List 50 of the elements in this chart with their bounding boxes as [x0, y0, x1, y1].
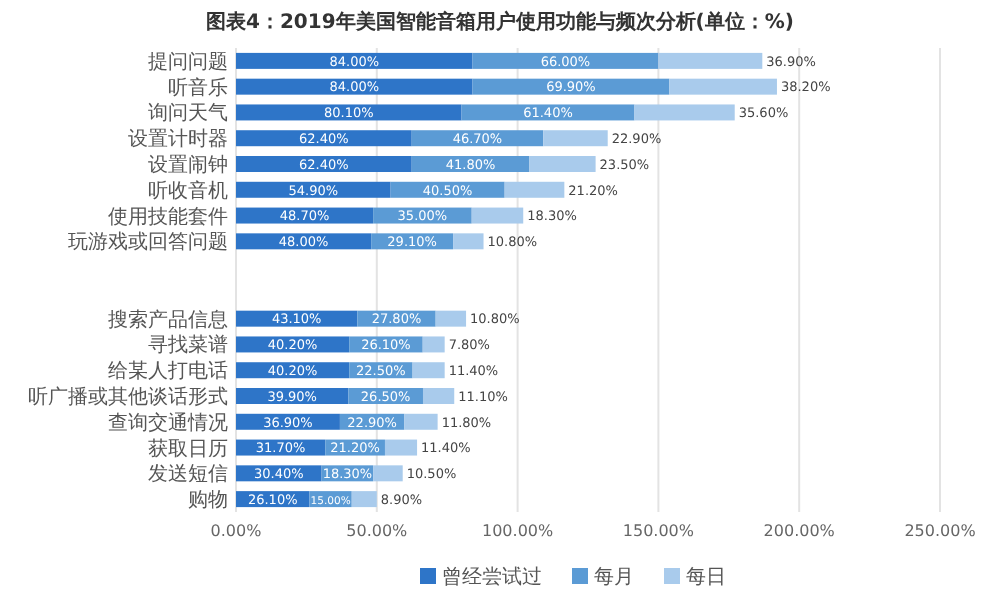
legend-label: 每月: [594, 565, 634, 589]
legend-label: 每日: [686, 565, 726, 589]
y-tick-label: 使用技能套件: [108, 204, 228, 229]
bar: [529, 156, 596, 172]
bar: [373, 465, 403, 482]
bar: [453, 233, 484, 250]
y-tick-label: 提问问题: [148, 49, 228, 74]
y-tick-label: 搜索产品信息: [108, 307, 228, 332]
y-tick-label: 获取日历: [148, 436, 228, 461]
legend-label: 曾经尝试过: [442, 565, 542, 589]
y-tick-label: 发送短信: [148, 462, 228, 487]
chart-title: 图表4：2019年美国智能音箱用户使用功能与频次分析(单位：%): [206, 10, 794, 34]
y-tick-label: 听广播或其他谈话形式: [28, 385, 228, 409]
y-tick-label: 听音乐: [168, 75, 228, 100]
y-tick-label: 设置闹钟: [148, 153, 228, 177]
bar: [471, 207, 524, 224]
y-tick-label: 设置计时器: [128, 127, 228, 152]
bar: [435, 310, 467, 327]
bar: [472, 78, 670, 95]
y-tick-label: 寻找菜谱: [148, 333, 228, 358]
y-tick-label: 玩游戏或回答问题: [68, 230, 228, 255]
bar: [658, 52, 763, 69]
bar: [504, 181, 565, 198]
bar: [384, 439, 418, 456]
bar: [236, 52, 473, 69]
bar: [472, 52, 659, 69]
bar: [634, 104, 735, 121]
x-tick-label: 0.00%: [210, 522, 263, 540]
bar: [351, 491, 377, 508]
x-tick-label: 250.00%: [904, 522, 977, 540]
bar: [422, 388, 455, 404]
bar: [404, 413, 438, 430]
y-tick-label: 询问天气: [148, 101, 228, 126]
y-tick-label: 听收音机: [148, 178, 228, 203]
y-tick-label: 给某人打电话: [108, 359, 228, 384]
bar: [236, 78, 473, 95]
bar: [422, 336, 445, 353]
y-tick-label: 购物: [188, 490, 228, 513]
x-tick-label: 100.00%: [482, 522, 554, 540]
bar: [543, 130, 608, 147]
x-tick-label: 200.00%: [763, 522, 836, 540]
y-tick-label: 查询交通情况: [108, 410, 228, 435]
bar: [461, 104, 635, 121]
x-tick-label: 150.00%: [622, 522, 695, 540]
x-tick-label: 50.00%: [346, 522, 409, 540]
bar: [236, 130, 412, 147]
bar: [412, 362, 445, 379]
bar: [236, 156, 412, 172]
bar: [236, 104, 462, 121]
bar: [669, 78, 777, 95]
